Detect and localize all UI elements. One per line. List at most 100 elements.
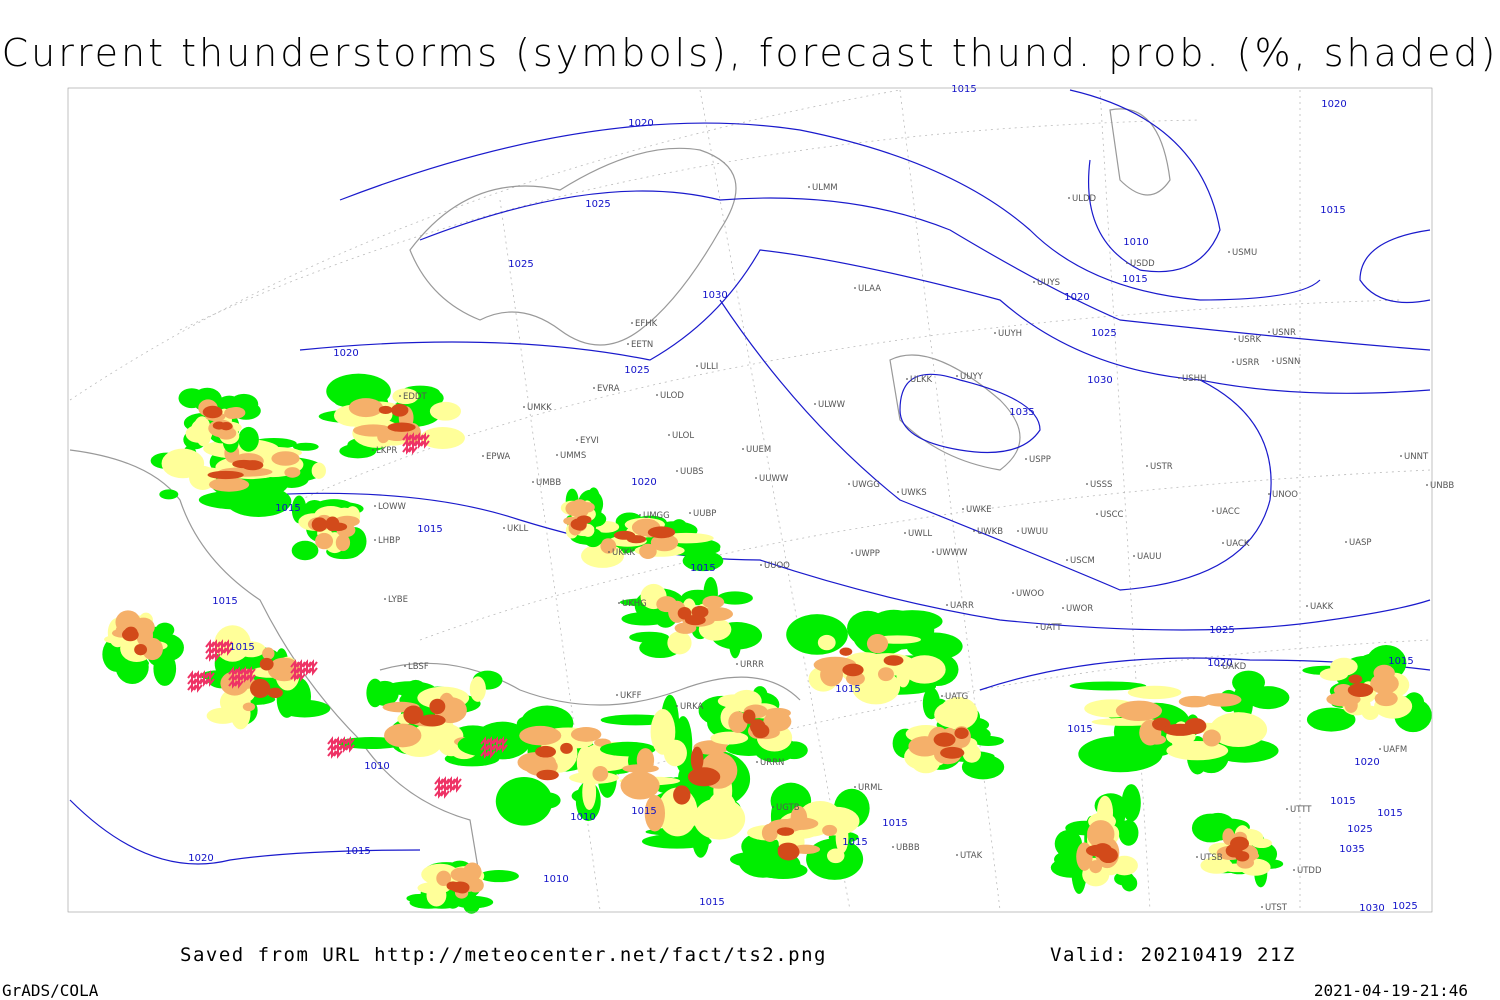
storm-symbol [420,432,430,443]
station-code: ULOD [660,391,684,401]
station-dot [742,448,744,450]
storm-symbol [408,444,418,455]
shade-blob [777,843,800,861]
station-code: USMU [1232,248,1257,258]
storm-symbol [434,788,444,799]
shade-blob [225,485,292,517]
shade-blob [1054,851,1083,869]
station-dot [994,332,996,334]
shade-blob [1202,693,1242,707]
isobar-label: 1020 [333,348,358,359]
storm-symbol [234,666,244,677]
storm-symbol [402,444,412,455]
isobar-label: 1015 [345,846,370,857]
shade-blob [674,622,697,634]
shade-blob [613,530,636,540]
storm-symbol [205,651,215,662]
isobar-label: 1025 [1209,625,1234,636]
shade-blob [940,746,965,759]
station-code: UATG [945,692,968,702]
storm-symbol [228,672,238,683]
shade-blob [469,676,486,702]
storm-symbol [440,782,450,793]
station-code: UTST [1265,903,1288,913]
shade-blob [284,467,301,478]
station-code: UWUU [1021,527,1048,537]
storm-symbol [498,736,508,747]
station-code: EDDT [403,392,427,402]
station-dot [627,343,629,345]
station-code: UUBP [693,509,716,519]
storm-symbol [492,742,502,753]
station-code: UACC [1216,507,1240,517]
coastline [379,662,801,706]
coastline [889,354,1021,471]
shade-blob [565,500,584,517]
station-dot [1096,513,1098,515]
station-dot [384,598,386,600]
storm-symbol [205,676,215,687]
isobar [339,122,1321,301]
storm-symbol [234,678,244,689]
shade-blob [1319,668,1349,681]
station-dot [556,454,558,456]
shade-blob [1127,685,1182,700]
shade-blob [178,388,205,409]
shade-blob [1118,819,1139,846]
station-code: UGTB [776,803,800,813]
storm-symbol [199,676,209,687]
station-dot [1196,856,1198,858]
station-dot [1133,555,1135,557]
station-dot [404,665,406,667]
station-code: USCM [1070,556,1095,566]
graticule-line [1099,89,1151,911]
station-dot [1218,665,1220,667]
station-code: LBSF [408,662,429,672]
isobar-label: 1020 [1207,658,1232,669]
station-dot [962,508,964,510]
isobar [1069,89,1221,273]
shade-blob [224,407,241,420]
station-code: USCC [1100,510,1124,520]
station-code: URRN [760,758,784,768]
station-dot [848,483,850,485]
shade-blob [207,470,244,480]
shade-blob [650,709,676,755]
station-dot [1306,605,1308,607]
station-code: UBBB [896,843,920,853]
storm-symbol [240,672,250,683]
station-dot [631,322,633,324]
station-code: LOWW [378,502,407,512]
station-code: EETN [631,340,653,350]
storm-symbol [480,742,490,753]
graticule [69,89,1431,911]
shade-blob [693,798,746,840]
station-dot [523,406,525,408]
station-dot [618,602,620,604]
shade-blob [582,774,597,810]
shade-blob [250,678,271,698]
station-code: UTTT [1290,805,1312,815]
probability-shading [102,373,1432,914]
station-code: UWGG [852,480,880,490]
station-dot [814,403,816,405]
storm-symbol [223,645,233,656]
shade-blob [392,388,419,405]
storm-symbol [333,748,343,759]
storm-symbol [308,659,318,670]
station-dot [854,786,856,788]
station-dot [532,481,534,483]
station-code: USRK [1238,335,1262,345]
isobar-label: 1025 [1347,824,1372,835]
storm-symbol [408,432,418,443]
isobar-label: 1025 [1091,328,1116,339]
shade-blob [749,719,766,735]
station-dot [374,539,376,541]
storm-symbol [240,666,250,677]
station-dot [1012,592,1014,594]
shade-blob [535,745,556,758]
storm-symbol [199,670,209,681]
shade-blob [536,769,559,781]
station-code: ULWW [818,400,846,410]
storm-symbol [402,432,412,443]
